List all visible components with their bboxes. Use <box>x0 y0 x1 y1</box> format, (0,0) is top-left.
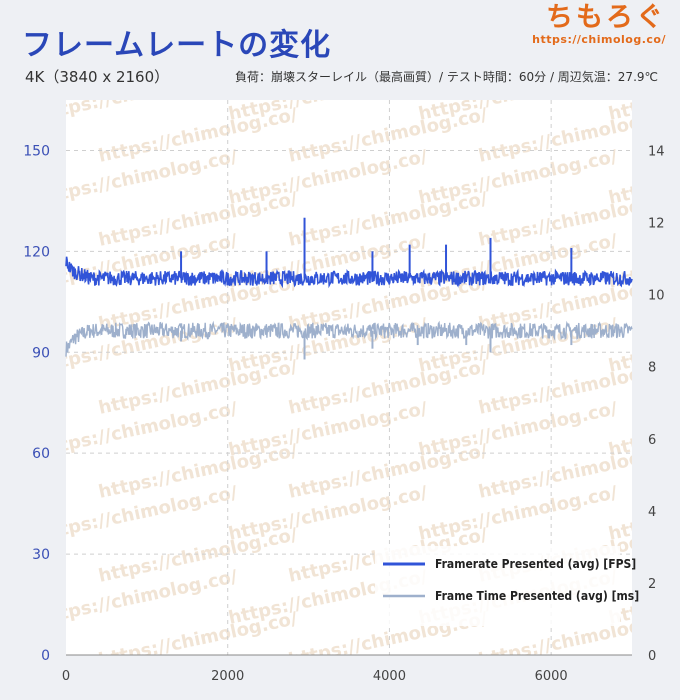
watermark-text: https://chimolog.co/ <box>667 104 680 167</box>
brand-logo: ちもろぐ https://chimolog.co/ <box>532 4 666 46</box>
y-left-tick-label: 0 <box>41 648 50 664</box>
watermark-text: https://chimolog.co/ <box>667 524 680 587</box>
grid-lines <box>66 100 632 655</box>
series-line-frametime <box>65 320 633 357</box>
watermark-text: https://chimolog.co/ <box>607 62 680 125</box>
x-tick-label: 4000 <box>373 669 406 684</box>
x-tick-label: 0 <box>62 669 70 684</box>
y-left-tick-label: 150 <box>23 143 50 159</box>
legend-box <box>375 546 620 626</box>
legend-label-0: Framerate Presented (avg) [FPS] <box>435 557 636 571</box>
watermark-text: https://chimolog.co/ <box>667 188 680 251</box>
watermark-text: https://chimolog.co/ <box>667 440 680 503</box>
y-left-tick-label: 120 <box>23 244 50 260</box>
y-right-tick-label: 0 <box>648 649 656 664</box>
x-tick-label: 2000 <box>211 669 244 684</box>
axes-layer: 0 30 60 90 120 150 0 2 4 6 8 10 12 14 0 2000 4000 6000 <box>23 143 664 684</box>
legend: Framerate Presented (avg) [FPS] Frame Tim… <box>375 546 639 626</box>
y-right-tick-label: 10 <box>648 289 665 304</box>
y-right-tick-label: 8 <box>648 361 656 376</box>
watermark-text: https://chimolog.co/ <box>667 356 680 419</box>
brand-url: https://chimolog.co/ <box>532 33 666 46</box>
y-right-tick-label: 14 <box>648 144 665 159</box>
y-left-tick-label: 30 <box>32 547 50 563</box>
y-right-tick-label: 12 <box>648 217 665 232</box>
x-tick-label: 6000 <box>535 669 568 684</box>
y-left-tick-label: 90 <box>32 345 50 361</box>
watermark-text: https://chimolog.co/ <box>667 608 680 671</box>
resolution-subtitle: 4K（3840 x 2160） <box>25 68 170 86</box>
y-right-tick-label: 4 <box>648 505 656 520</box>
y-right-tick-label: 2 <box>648 577 656 592</box>
y-left-tick-label: 60 <box>32 446 50 462</box>
watermark-text: https://chimolog.co/ <box>667 272 680 335</box>
brand-name: ちもろぐ <box>546 2 666 33</box>
series-layer <box>65 217 633 360</box>
series-line-framerate <box>65 256 633 289</box>
test-conditions-subtitle: 負荷：崩壊スターレイル（最高画質）/ テスト時間：60分 / 周辺気温：27.9… <box>235 70 658 84</box>
chart-title: フレームレートの変化 <box>22 28 332 63</box>
y-right-tick-label: 6 <box>648 433 656 448</box>
legend-label-1: Frame Time Presented (avg) [ms] <box>435 589 639 603</box>
